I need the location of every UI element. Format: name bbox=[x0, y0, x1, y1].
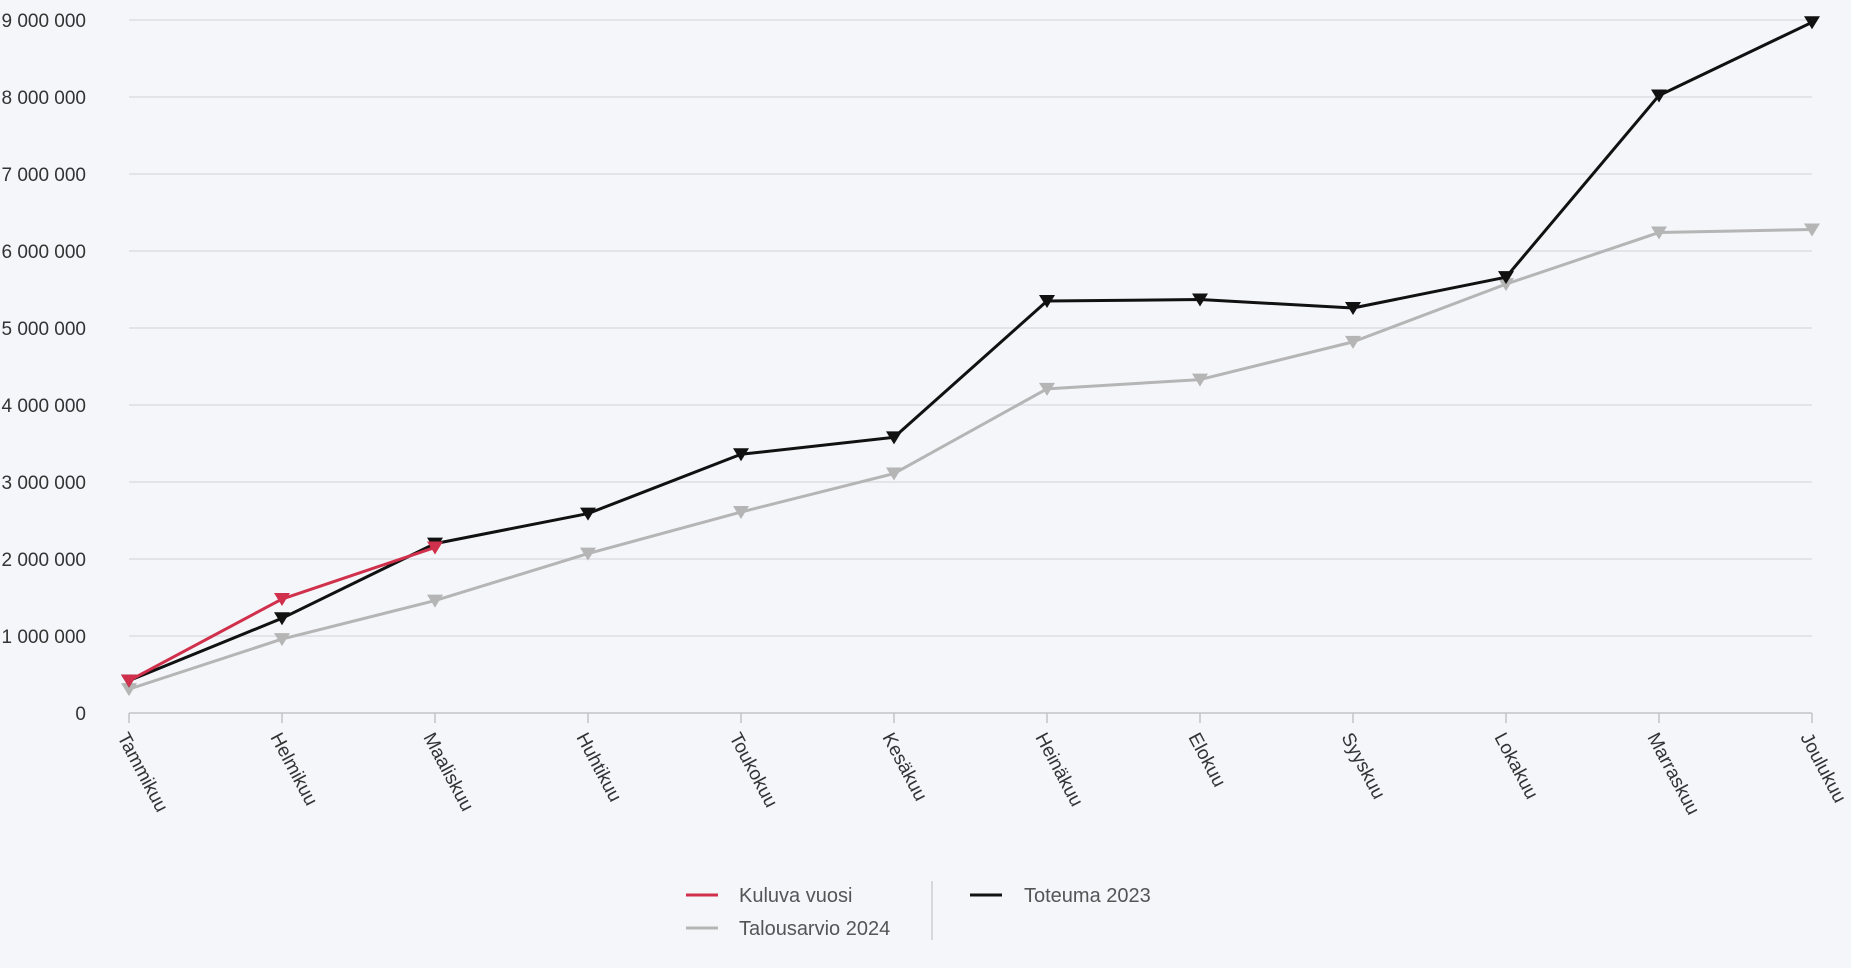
legend-label-kuluva-vuosi[interactable]: Kuluva vuosi bbox=[739, 885, 852, 907]
data-point-talousarvio-2024[interactable] bbox=[886, 467, 902, 481]
x-tick-label-helmikuu: Helmikuu bbox=[266, 729, 322, 809]
x-tick-label-kesäkuu: Kesäkuu bbox=[878, 729, 931, 804]
data-point-toteuma-2023[interactable] bbox=[733, 448, 749, 462]
data-point-kuluva-vuosi[interactable] bbox=[121, 674, 137, 688]
data-point-talousarvio-2024[interactable] bbox=[1651, 226, 1667, 240]
y-tick-label: 6 000 000 bbox=[1, 242, 86, 263]
data-point-kuluva-vuosi[interactable] bbox=[427, 541, 443, 555]
data-point-toteuma-2023[interactable] bbox=[1039, 295, 1055, 309]
y-tick-label: 3 000 000 bbox=[1, 473, 86, 494]
legend: Kuluva vuosi Talousarvio 2024 Toteuma 20… bbox=[686, 881, 1151, 940]
y-tick-label: 5 000 000 bbox=[1, 319, 86, 340]
x-tick-label-toukokuu: Toukokuu bbox=[725, 729, 782, 811]
y-axis: 0 1 000 000 2 000 000 3 000 000 4 000 000 5 0… bbox=[1, 11, 86, 725]
y-tick-label: 0 bbox=[75, 704, 86, 725]
x-tick-label-joulukuu: Joulukuu bbox=[1796, 729, 1850, 806]
grid-lines bbox=[129, 19, 1812, 637]
data-point-toteuma-2023[interactable] bbox=[886, 431, 902, 445]
x-tick-label-tammikuu: Tammikuu bbox=[113, 729, 172, 815]
series-line-toteuma-2023[interactable] bbox=[128, 20, 1813, 683]
y-tick-label: 1 000 000 bbox=[1, 627, 86, 648]
y-tick-label: 8 000 000 bbox=[1, 88, 86, 109]
data-point-talousarvio-2024[interactable] bbox=[427, 594, 443, 608]
data-point-toteuma-2023[interactable] bbox=[1345, 301, 1361, 315]
data-point-toteuma-2023[interactable] bbox=[1192, 293, 1208, 307]
x-tick-label-marraskuu: Marraskuu bbox=[1643, 729, 1704, 818]
data-point-talousarvio-2024[interactable] bbox=[1804, 223, 1820, 237]
x-tick-label-heinäkuu: Heinäkuu bbox=[1031, 729, 1087, 810]
data-point-talousarvio-2024[interactable] bbox=[274, 633, 290, 647]
data-point-toteuma-2023[interactable] bbox=[1651, 89, 1667, 103]
x-axis: Tammikuu Helmikuu Maaliskuu Huhtikuu Toukoku… bbox=[113, 712, 1850, 819]
data-point-toteuma-2023[interactable] bbox=[580, 507, 596, 521]
x-tick-label-huhtikuu: Huhtikuu bbox=[572, 729, 626, 805]
x-tick-label-syyskuu: Syyskuu bbox=[1337, 729, 1389, 802]
x-tick-label-maaliskuu: Maaliskuu bbox=[419, 729, 478, 814]
data-point-kuluva-vuosi[interactable] bbox=[274, 593, 290, 607]
y-tick-label: 2 000 000 bbox=[1, 550, 86, 571]
data-point-toteuma-2023[interactable] bbox=[274, 612, 290, 626]
data-point-talousarvio-2024[interactable] bbox=[121, 683, 137, 697]
data-point-toteuma-2023[interactable] bbox=[1498, 271, 1514, 285]
legend-label-talousarvio-2024[interactable]: Talousarvio 2024 bbox=[739, 918, 890, 940]
series-group bbox=[121, 16, 1820, 697]
data-point-toteuma-2023[interactable] bbox=[1804, 16, 1820, 30]
data-point-talousarvio-2024[interactable] bbox=[733, 506, 749, 520]
x-tick-label-elokuu: Elokuu bbox=[1184, 729, 1230, 790]
data-point-talousarvio-2024[interactable] bbox=[1345, 335, 1361, 349]
data-point-talousarvio-2024[interactable] bbox=[580, 547, 596, 561]
series-line-talousarvio-2024[interactable] bbox=[128, 227, 1813, 691]
y-tick-label: 7 000 000 bbox=[1, 165, 86, 186]
x-tick-label-lokakuu: Lokakuu bbox=[1490, 729, 1542, 802]
y-tick-label: 9 000 000 bbox=[1, 11, 86, 32]
data-point-talousarvio-2024[interactable] bbox=[1498, 278, 1514, 292]
y-tick-label: 4 000 000 bbox=[1, 396, 86, 417]
legend-label-toteuma-2023[interactable]: Toteuma 2023 bbox=[1024, 885, 1151, 907]
data-point-talousarvio-2024[interactable] bbox=[1039, 382, 1055, 396]
data-point-talousarvio-2024[interactable] bbox=[1192, 373, 1208, 387]
